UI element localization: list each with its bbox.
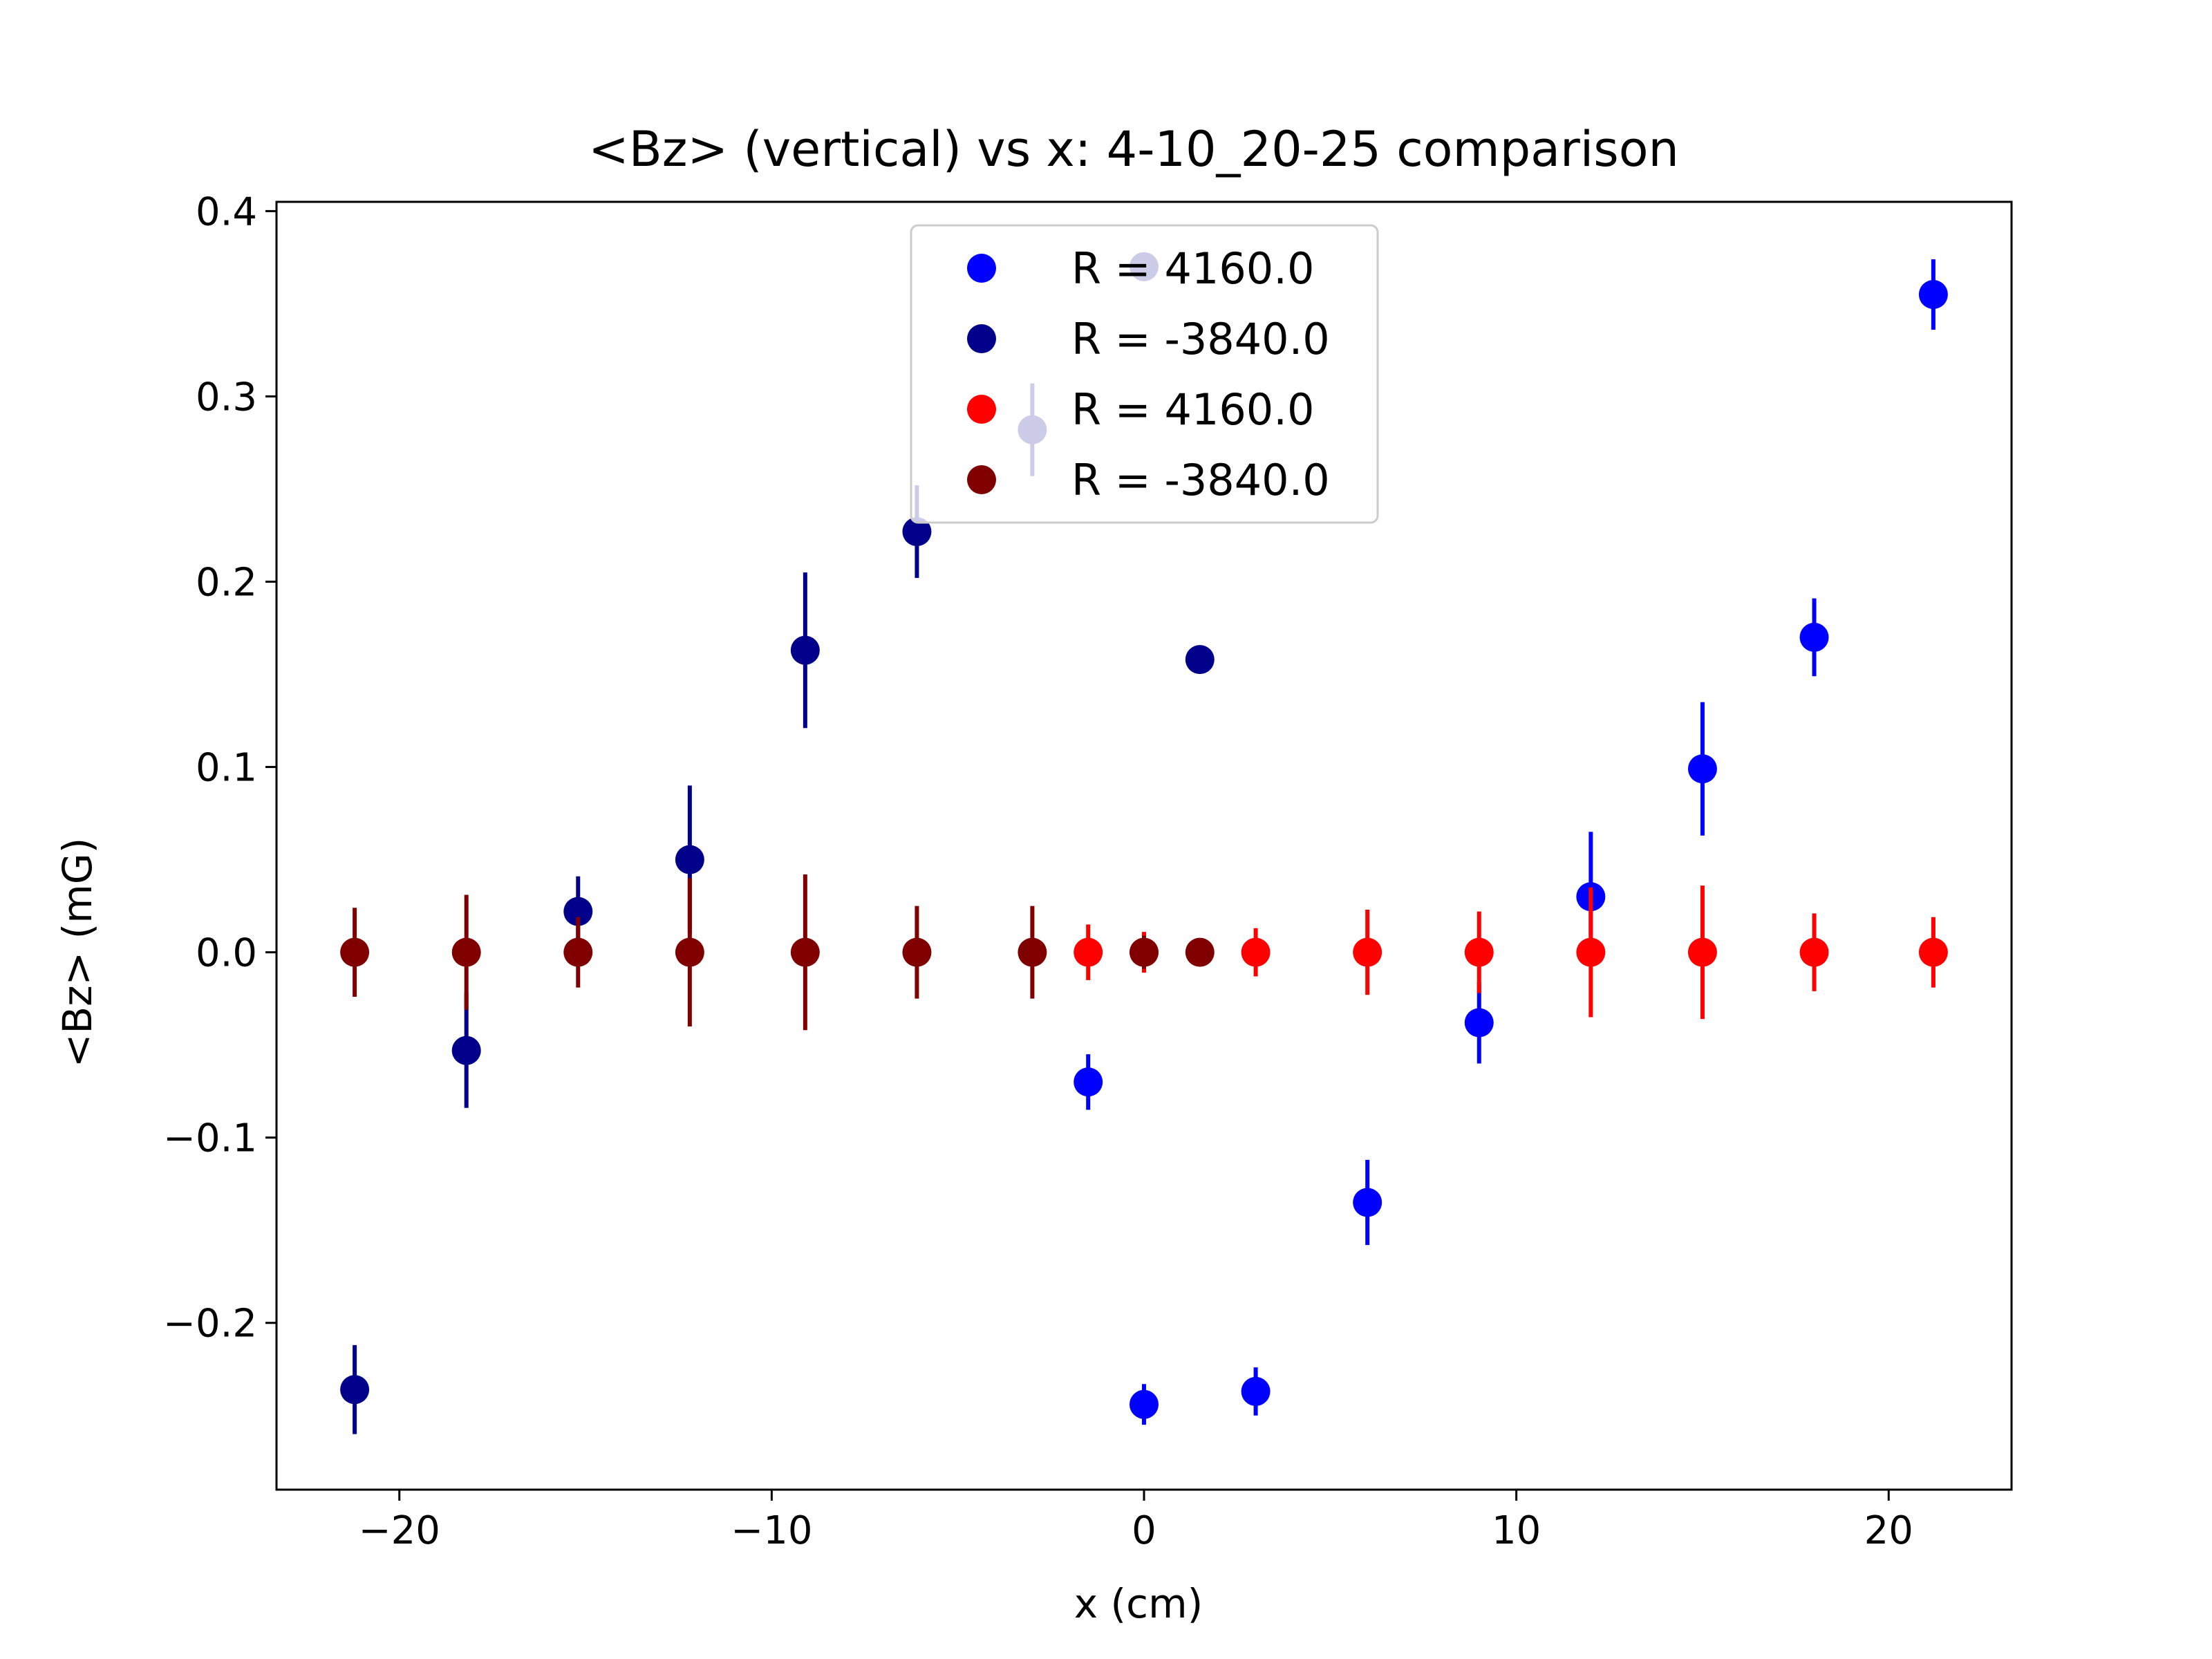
legend: R = 4160.0 R = -3840.0 R = 4160.0 R = -3840…: [910, 224, 1379, 524]
data-point: [340, 1375, 370, 1405]
data-point: [1799, 937, 1829, 967]
y-tick-label: −0.1: [163, 1116, 257, 1161]
data-point: [1353, 1188, 1382, 1217]
x-tick-label: −10: [731, 1508, 812, 1553]
data-point: [451, 937, 481, 967]
series-4: [340, 874, 1215, 1031]
data-point: [1464, 1008, 1494, 1038]
data-point: [790, 937, 820, 967]
data-point: [1074, 937, 1103, 967]
chart-title: <Bz> (vertical) vs x: 4-10_20-25 compari…: [588, 121, 1679, 178]
data-point: [340, 937, 370, 967]
legend-marker: [967, 254, 996, 283]
x-tick-label: −20: [359, 1508, 440, 1553]
y-axis-label: <Bz> (mG): [54, 838, 101, 1068]
data-point: [563, 937, 593, 967]
data-point: [790, 635, 820, 665]
y-tick-label: 0.0: [196, 931, 257, 976]
x-axis-ticks: −20 −10 0 10 20: [359, 1490, 1913, 1553]
legend-marker: [967, 465, 996, 494]
x-tick-label: 10: [1492, 1508, 1541, 1553]
legend-label: R = -3840.0: [1071, 314, 1330, 364]
data-point: [675, 845, 704, 874]
data-point: [902, 517, 932, 547]
y-tick-label: 0.4: [196, 189, 257, 234]
data-point: [1241, 1376, 1271, 1406]
data-point: [1464, 937, 1494, 967]
data-point: [1130, 1389, 1159, 1419]
data-point: [675, 937, 704, 967]
data-point: [1918, 280, 1948, 310]
data-point: [1687, 754, 1717, 784]
y-tick-label: 0.3: [196, 375, 257, 420]
data-point: [1799, 622, 1829, 652]
data-point: [1353, 937, 1382, 967]
y-tick-label: 0.1: [196, 746, 257, 791]
data-point: [1576, 937, 1606, 967]
legend-box: [910, 224, 1379, 524]
data-point: [1185, 645, 1215, 675]
data-point: [902, 937, 932, 967]
data-point: [563, 897, 593, 926]
data-point: [1074, 1067, 1103, 1097]
data-point: [1130, 937, 1159, 967]
y-tick-label: 0.2: [196, 561, 257, 606]
data-point: [451, 1035, 481, 1065]
data-point: [1918, 937, 1948, 967]
legend-label: R = 4160.0: [1071, 243, 1314, 294]
data-point: [1241, 937, 1271, 967]
legend-marker: [967, 395, 996, 424]
legend-label: R = 4160.0: [1071, 384, 1314, 435]
data-point: [1018, 937, 1047, 967]
legend-label: R = -3840.0: [1071, 455, 1330, 505]
y-axis-ticks: −0.2 −0.1 0.0 0.1 0.2 0.3 0.4: [163, 189, 276, 1347]
x-tick-label: 0: [1132, 1508, 1156, 1553]
series-layer: [340, 252, 1948, 1434]
x-axis-label: x (cm): [1074, 1580, 1203, 1627]
data-point: [1185, 937, 1215, 967]
plot-frame: [275, 200, 2013, 1491]
y-tick-label: −0.2: [163, 1302, 257, 1347]
x-tick-label: 20: [1864, 1508, 1913, 1553]
legend-items: R = 4160.0 R = -3840.0 R = 4160.0 R = -3840…: [967, 243, 1330, 505]
data-point: [1687, 937, 1717, 967]
legend-marker: [967, 324, 996, 353]
